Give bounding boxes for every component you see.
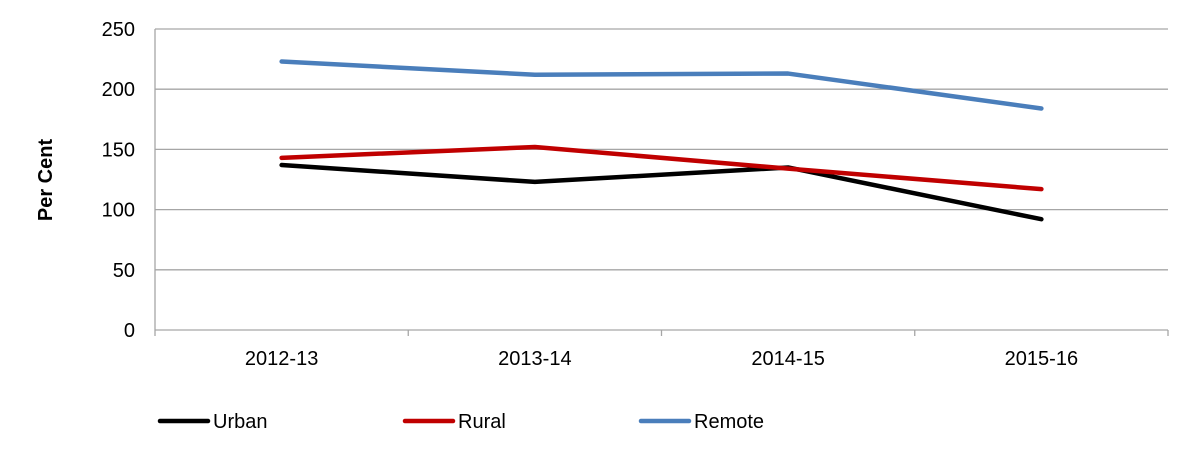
series-line-urban xyxy=(279,162,1044,222)
legend-label: Urban xyxy=(213,411,267,433)
legend-item-urban: Urban xyxy=(157,411,267,433)
gridlines xyxy=(155,28,1168,271)
axes xyxy=(154,29,1169,336)
legend-label: Remote xyxy=(694,411,764,433)
legend: Urban Rural Remote xyxy=(157,411,764,433)
series-lines xyxy=(279,59,1044,222)
y-tick-label: 250 xyxy=(102,19,135,41)
y-tick-label: 150 xyxy=(102,139,135,161)
y-tick-label: 0 xyxy=(124,320,135,342)
legend-label: Rural xyxy=(458,411,506,433)
y-tick-label: 50 xyxy=(113,260,135,282)
x-tick-label: 2012-13 xyxy=(245,348,318,370)
series-line-rural xyxy=(279,144,1044,192)
y-axis-title: Per Cent xyxy=(35,139,57,222)
y-tick-label: 100 xyxy=(102,200,135,222)
x-tick-label: 2015-16 xyxy=(1005,348,1078,370)
legend-item-rural: Rural xyxy=(402,411,506,433)
tick-labels: 0 50 100 150 200 250 2012-13 2013-14 2014-15 2015… xyxy=(102,19,1078,370)
x-tick-label: 2013-14 xyxy=(498,348,571,370)
series-line-remote xyxy=(279,59,1044,111)
legend-item-remote: Remote xyxy=(638,411,764,433)
x-tick-label: 2014-15 xyxy=(751,348,824,370)
y-tick-label: 200 xyxy=(102,79,135,101)
